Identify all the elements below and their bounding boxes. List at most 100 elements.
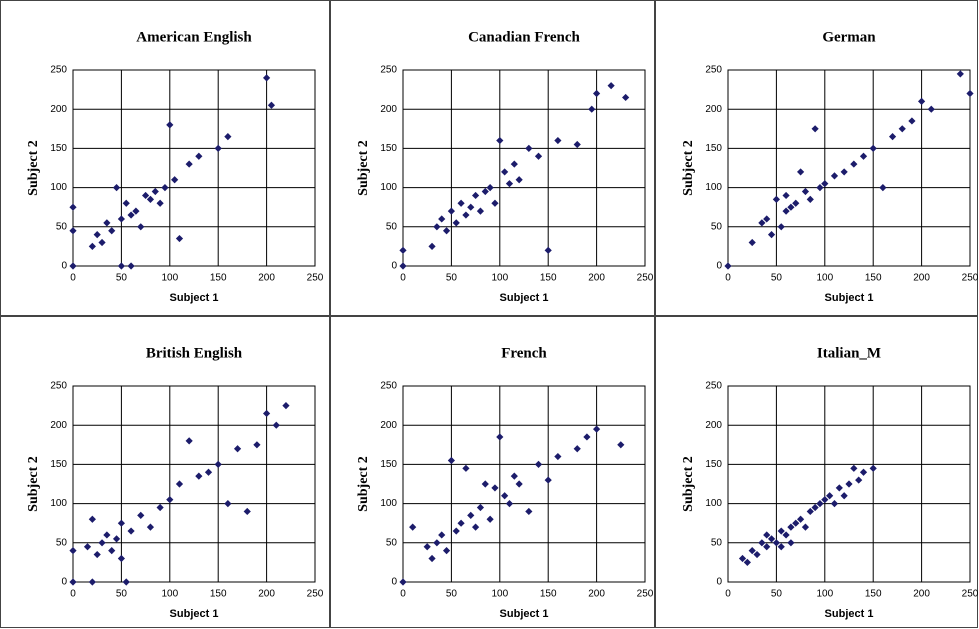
point [214, 144, 222, 152]
point [855, 476, 863, 484]
x-axis-label: Subject 1 [170, 292, 219, 304]
y-tick-label: 150 [705, 459, 722, 470]
point [224, 133, 232, 141]
y-tick-label: 0 [61, 577, 67, 588]
y-tick-label: 0 [391, 261, 397, 272]
panel-border [330, 0, 655, 316]
x-tick-label: 50 [446, 273, 458, 284]
point [166, 496, 174, 504]
point [869, 464, 877, 472]
point [772, 539, 780, 547]
y-tick-label: 250 [50, 381, 67, 392]
y-axis-label: Subject 2 [356, 456, 371, 512]
point [433, 223, 441, 231]
point [787, 203, 795, 211]
point [156, 199, 164, 207]
point [845, 480, 853, 488]
x-tick-label: 0 [400, 589, 406, 600]
point [98, 539, 106, 547]
point [753, 550, 761, 559]
point [127, 527, 135, 535]
panel-border [330, 316, 655, 628]
point [811, 503, 819, 512]
x-tick-label: 100 [161, 273, 178, 284]
point [127, 211, 135, 219]
point [792, 519, 800, 527]
point [171, 176, 179, 184]
point [93, 231, 101, 239]
point [840, 492, 848, 500]
point [486, 515, 494, 523]
x-tick-label: 150 [865, 273, 882, 284]
y-tick-label: 150 [380, 143, 397, 154]
y-tick-label: 150 [50, 143, 67, 154]
point [840, 168, 848, 176]
x-tick-label: 0 [70, 589, 76, 600]
plot-frame [727, 385, 971, 583]
x-tick-label: 150 [540, 589, 557, 600]
chart-title: German [822, 29, 876, 45]
y-tick-label: 250 [380, 65, 397, 76]
point [108, 547, 116, 555]
y-tick-label: 200 [380, 104, 397, 115]
point [108, 227, 116, 235]
plot-frame [727, 69, 971, 267]
point [127, 262, 135, 270]
point [452, 527, 460, 535]
x-tick-label: 150 [865, 589, 882, 600]
point [859, 468, 868, 476]
x-tick-label: 150 [210, 589, 227, 600]
point [869, 144, 877, 152]
point [472, 523, 480, 531]
x-tick-label: 50 [446, 589, 458, 600]
point [534, 460, 543, 468]
point [588, 105, 596, 113]
point [433, 539, 441, 547]
x-axis-label: Subject 1 [825, 608, 874, 620]
point [442, 227, 451, 235]
point [69, 578, 77, 586]
y-tick-label: 50 [711, 221, 723, 232]
point [830, 172, 839, 180]
point [69, 547, 77, 555]
point [758, 219, 766, 227]
point [792, 199, 800, 207]
point [117, 215, 125, 223]
point [850, 464, 858, 472]
point [69, 262, 77, 270]
x-axis-label: Subject 1 [170, 608, 219, 620]
point [797, 168, 805, 176]
point [956, 70, 964, 78]
panel-border [0, 0, 330, 316]
point [399, 262, 407, 270]
point [777, 543, 785, 551]
point [908, 117, 916, 125]
x-tick-label: 100 [816, 589, 833, 600]
y-tick-label: 200 [380, 420, 397, 431]
y-tick-label: 50 [386, 221, 398, 232]
point [399, 578, 407, 586]
point [88, 242, 96, 250]
x-tick-label: 200 [258, 589, 275, 600]
point [515, 176, 523, 184]
x-tick-label: 200 [588, 273, 605, 284]
point [593, 425, 601, 433]
point [428, 554, 436, 563]
point [830, 500, 839, 508]
point [510, 472, 518, 480]
x-tick-label: 0 [70, 273, 76, 284]
point [243, 507, 251, 516]
point [442, 547, 451, 555]
point [534, 152, 543, 160]
point [763, 531, 771, 539]
x-tick-label: 50 [116, 273, 128, 284]
y-tick-label: 200 [705, 420, 722, 431]
point [617, 441, 625, 449]
point [457, 519, 465, 527]
x-tick-label: 200 [913, 273, 930, 284]
point [88, 578, 96, 586]
point [738, 554, 747, 563]
x-tick-label: 250 [637, 589, 654, 600]
x-tick-label: 250 [962, 273, 979, 284]
x-tick-label: 0 [725, 273, 731, 284]
